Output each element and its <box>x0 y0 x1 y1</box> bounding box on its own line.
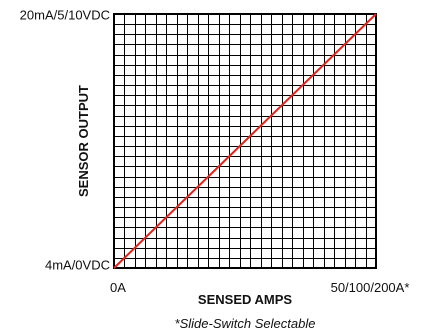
x-max-tick-label: 50/100/200A* <box>331 280 410 295</box>
footnote: *Slide-Switch Selectable <box>175 316 316 331</box>
x-min-tick-label: 0A <box>110 280 126 295</box>
y-max-tick-label: 20mA/5/10VDC <box>20 7 110 22</box>
plot-frame <box>113 13 377 269</box>
y-axis-title: SENSOR OUTPUT <box>76 85 91 197</box>
y-min-tick-label: 4mA/0VDC <box>45 257 110 272</box>
x-axis-title: SENSED AMPS <box>198 292 292 307</box>
output-line <box>113 13 377 269</box>
chart-grid <box>114 14 376 268</box>
